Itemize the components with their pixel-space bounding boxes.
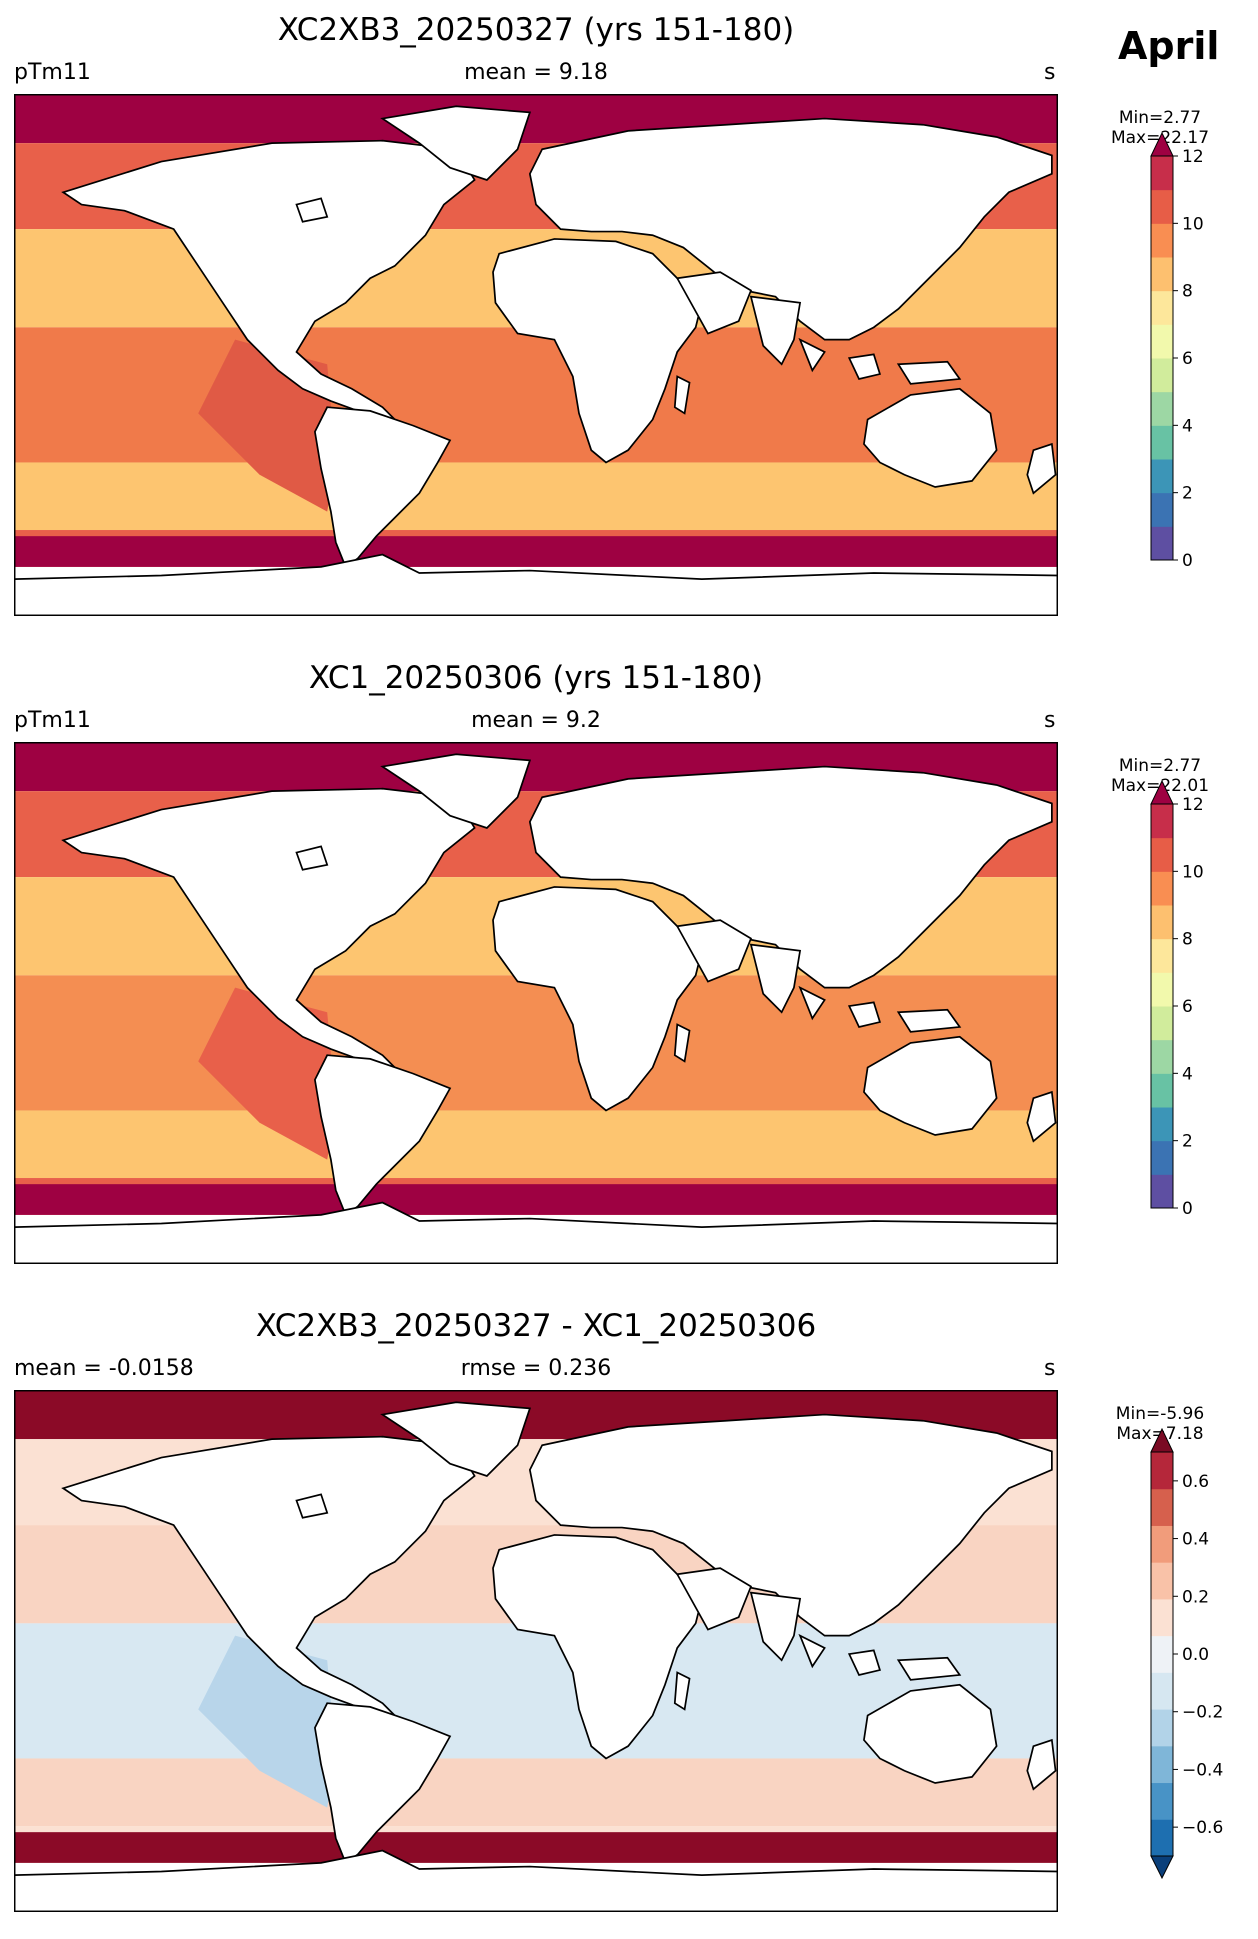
colorbar-tick-label: 10 [1182,214,1204,234]
colorbar-extend-max [1150,1428,1174,1453]
colorbar-segment [1151,1039,1173,1074]
colorbar-tick-label: 2 [1182,1132,1193,1152]
colorbar-segment [1151,156,1173,191]
colorbar-segment [1151,1006,1173,1041]
colorbar-segment [1151,1709,1173,1747]
colorbar-tick-label: 0.6 [1182,1472,1209,1492]
colorbar-tick-label: 6 [1182,349,1193,369]
south-mid-lat-band [14,1758,1058,1827]
colorbar-tick-label: 12 [1182,147,1204,167]
colorbar-segment [1151,1488,1173,1526]
colorbar-extend-min [1150,1855,1174,1880]
colorbar-segment [1151,492,1173,527]
colorbar-segment [1151,1819,1173,1857]
min-value: Min=-5.96 [1115,1404,1205,1424]
units-label: s [1044,60,1056,85]
month-label: April [1118,24,1220,68]
colorbar-tick-label: 6 [1182,997,1193,1017]
colorbar-segment [1151,257,1173,292]
units-label: s [1044,1356,1056,1381]
colorbar-tick-label: 0 [1182,551,1193,571]
colorbar-tick-label: 0.0 [1182,1645,1209,1665]
colorbar-tick-label: 0 [1182,1199,1193,1219]
left-label: pTm11 [14,708,91,733]
map-frame [14,742,1058,1264]
min-value: Min=2.77 [1118,108,1202,128]
min-value: Min=2.77 [1118,756,1202,776]
colorbar-segment [1151,1525,1173,1563]
colorbar-segment [1151,972,1173,1007]
south-mid-lat-band [14,1110,1058,1179]
min-max-stats: Min=2.77Max=22.17 [1090,108,1230,148]
panel-title: XC2XB3_20250327 - XC1_20250306 [255,1308,817,1344]
colorbar-segment [1151,1452,1173,1490]
colorbar-segment [1151,1174,1173,1209]
left-label: pTm11 [14,60,91,85]
colorbar-3: −0.6 −0.4 −0.2 0.0 0.2 0.4 0.6 [1150,1428,1223,1880]
colorbar-tick-label: −0.4 [1182,1760,1223,1780]
colorbar-tick-label: 2 [1182,484,1193,504]
colorbar-segment [1151,804,1173,839]
colorbar-tick-label: 0.2 [1182,1587,1209,1607]
colorbar-segment [1151,425,1173,460]
colorbar-segment [1151,1073,1173,1108]
colorbar-tick-label: 0.4 [1182,1530,1209,1550]
colorbar-tick-label: −0.6 [1182,1818,1223,1838]
colorbar-segment [1151,189,1173,224]
colorbar-segment [1151,223,1173,258]
colorbar-segment [1151,391,1173,426]
center-label: rmse = 0.236 [460,1356,612,1381]
map-frame [14,1390,1058,1912]
southern-ocean-band [14,1832,1058,1863]
colorbar-segment [1151,526,1173,561]
colorbar-tick-label: 10 [1182,862,1204,882]
southern-ocean-band [14,1184,1058,1215]
southern-ocean-band [14,536,1058,567]
units-label: s [1044,708,1056,733]
colorbar-segment [1151,938,1173,973]
map-frame [14,94,1058,616]
south-mid-lat-band [14,462,1058,531]
center-label: mean = 9.2 [471,708,601,733]
colorbar-extend-max [1150,780,1174,805]
colorbar-extend-max [1150,132,1174,157]
colorbar-tick-label: 4 [1182,416,1193,436]
colorbar-segment [1151,1562,1173,1600]
colorbar-segment [1151,324,1173,359]
colorbar-segment [1151,1672,1173,1710]
map-3 [14,1390,1058,1912]
colorbar-tick-label: 8 [1182,930,1193,950]
colorbar-segment [1151,1140,1173,1175]
colorbar-segment [1151,1635,1173,1673]
colorbar-segment [1151,1782,1173,1820]
left-label: mean = -0.0158 [14,1356,194,1381]
colorbar-segment [1151,1107,1173,1142]
colorbar-segment [1151,871,1173,906]
map-2 [14,742,1058,1264]
colorbar-tick-label: 4 [1182,1064,1193,1084]
map-1 [14,94,1058,616]
panel-title: XC1_20250306 (yrs 151-180) [308,660,764,696]
colorbar-segment [1151,1598,1173,1637]
panel-title: XC2XB3_20250327 (yrs 151-180) [277,12,795,48]
colorbar-segment [1151,290,1173,325]
colorbar-segment [1151,905,1173,940]
colorbar-2: 0 2 4 6 8 10 12 [1150,780,1204,1219]
colorbar-tick-label: 12 [1182,795,1204,815]
colorbar-1: 0 2 4 6 8 10 12 [1150,132,1204,571]
colorbar-tick-label: −0.2 [1182,1703,1223,1723]
colorbar-tick-label: 8 [1182,282,1193,302]
colorbar-segment [1151,358,1173,393]
center-label: mean = 9.18 [464,60,608,85]
colorbar-segment [1151,1745,1173,1784]
colorbar-segment [1151,459,1173,494]
colorbar-segment [1151,837,1173,872]
